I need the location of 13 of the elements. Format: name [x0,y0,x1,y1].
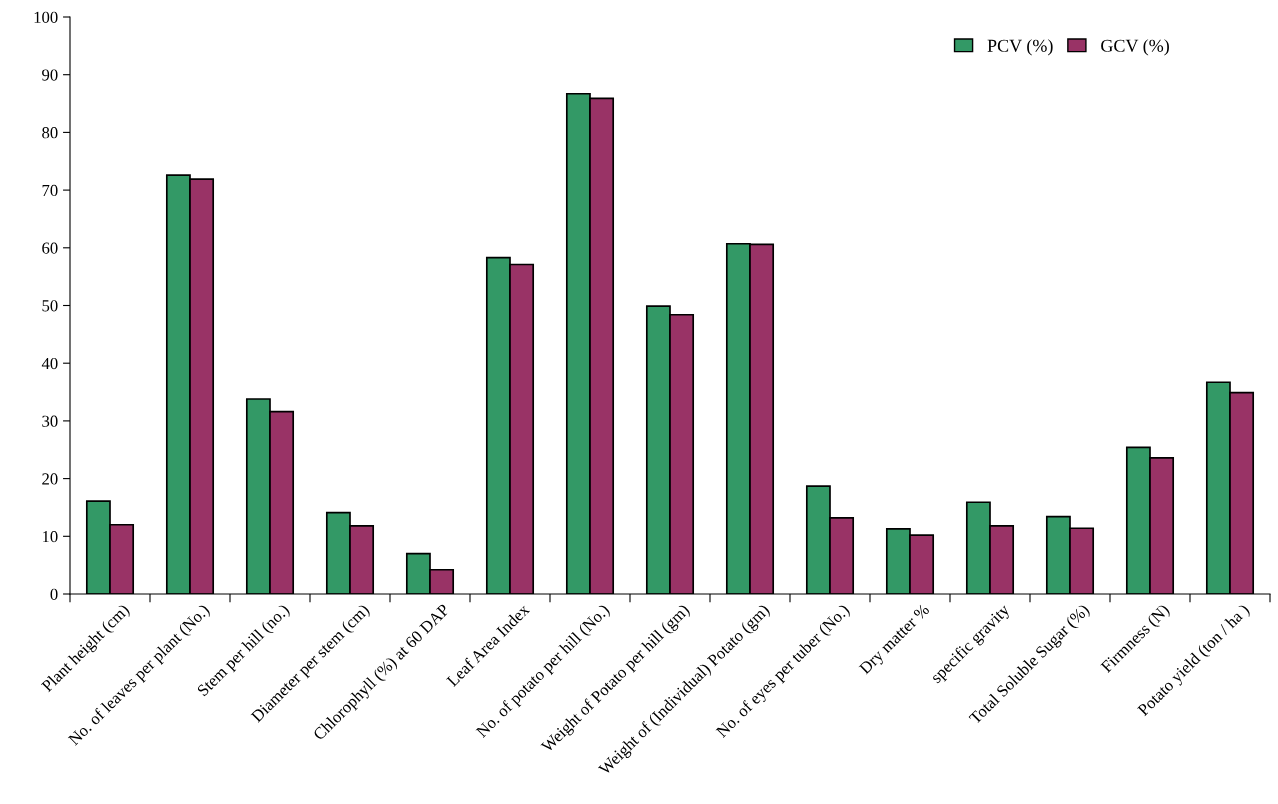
y-tick-label: 100 [34,11,58,23]
y-tick-label: 70 [42,184,58,197]
y-tick-label: 80 [42,127,58,139]
y-tick-label: 20 [42,473,58,485]
legend-label: GCV (%) [1101,39,1169,56]
y-tick-label: 0 [50,588,58,600]
y-tick-label: 60 [42,242,58,254]
y-tick-label: 50 [42,300,58,312]
y-tick-label: 10 [42,531,58,543]
y-tick-label: 30 [42,415,58,427]
legend-label: PCV (%) [987,39,1053,56]
y-tick-label: 90 [42,69,58,81]
y-tick-label: 40 [41,357,58,370]
